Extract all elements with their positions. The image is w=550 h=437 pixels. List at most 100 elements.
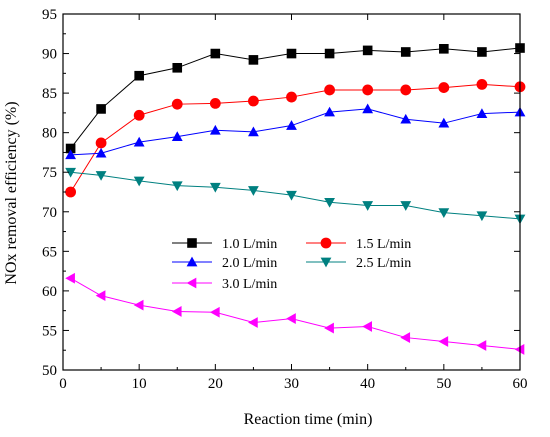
- data-point: [248, 126, 259, 137]
- data-point: [248, 186, 259, 196]
- y-tick-label: 50: [42, 363, 57, 379]
- data-point: [248, 317, 258, 328]
- data-point: [438, 208, 450, 218]
- data-point: [439, 44, 449, 54]
- legend-item: 2.0 L/min: [172, 256, 277, 271]
- legend-marker: [186, 277, 197, 289]
- data-point: [476, 211, 488, 222]
- data-point: [362, 84, 374, 96]
- data-point: [362, 45, 373, 56]
- y-axis-label: NOx removal efficiency (%): [3, 101, 20, 284]
- data-point: [171, 131, 183, 141]
- legend-label: 1.0 L/min: [222, 237, 277, 252]
- data-point: [133, 299, 144, 311]
- x-tick-label: 20: [208, 376, 223, 392]
- data-point: [286, 48, 297, 59]
- data-point: [362, 321, 372, 332]
- data-point: [134, 70, 144, 81]
- data-point: [95, 137, 107, 149]
- y-tick-label: 65: [42, 244, 57, 260]
- data-point: [324, 197, 335, 208]
- data-point: [209, 182, 221, 193]
- x-tick-label: 0: [59, 376, 67, 392]
- legend-item: 1.0 L/min: [172, 237, 277, 252]
- data-point: [324, 84, 335, 96]
- legend-item: 2.5 L/min: [306, 256, 411, 271]
- legend-marker: [187, 238, 197, 248]
- y-tick-label: 60: [42, 284, 57, 300]
- legend-label: 1.5 L/min: [356, 237, 411, 252]
- y-tick-label: 70: [42, 205, 57, 221]
- data-point: [362, 103, 374, 114]
- x-tick-label: 60: [513, 376, 528, 392]
- data-point: [400, 47, 411, 57]
- data-point: [476, 340, 487, 351]
- data-point: [95, 290, 106, 302]
- data-point: [248, 95, 259, 107]
- x-tick-label: 30: [284, 376, 299, 392]
- data-point: [65, 272, 75, 284]
- data-point: [400, 113, 412, 124]
- data-point: [400, 201, 412, 211]
- data-point: [95, 147, 107, 158]
- series-5: [65, 272, 525, 355]
- x-axis-label: Reaction time (min): [244, 411, 373, 428]
- data-point: [209, 306, 220, 318]
- data-point: [362, 201, 374, 211]
- data-point: [65, 149, 77, 160]
- data-point: [133, 136, 145, 147]
- data-point: [324, 322, 334, 334]
- series-2: [65, 79, 526, 198]
- legend-label: 2.0 L/min: [222, 256, 277, 271]
- series-3: [65, 103, 526, 160]
- data-point: [96, 104, 106, 114]
- legend-item: 1.5 L/min: [306, 237, 411, 252]
- data-point: [209, 97, 221, 109]
- data-point: [171, 98, 183, 110]
- y-tick-label: 75: [42, 165, 57, 181]
- data-point: [171, 181, 183, 192]
- x-tick-label: 50: [436, 376, 451, 392]
- series-4: [65, 167, 526, 225]
- data-point: [210, 48, 221, 59]
- legend-marker: [186, 256, 198, 267]
- data-point: [438, 82, 450, 93]
- y-tick-label: 85: [42, 86, 57, 102]
- data-point: [209, 124, 221, 135]
- data-point: [400, 332, 411, 343]
- y-tick-label: 80: [42, 126, 57, 142]
- data-point: [438, 336, 449, 347]
- legend: 1.0 L/min 1.5 L/min 2.0 L/min 2.5 L/min 3.0 …: [172, 237, 411, 292]
- x-tick-label: 40: [360, 376, 375, 392]
- y-tick-label: 95: [42, 7, 57, 23]
- data-point: [65, 186, 77, 198]
- data-point: [324, 106, 335, 117]
- axes: 0 10 20 30 40 50 60 50 55 60 65 70 75 80 85 90 95: [42, 7, 528, 392]
- legend-marker: [320, 257, 332, 268]
- data-point: [286, 313, 296, 324]
- data-point: [65, 167, 77, 178]
- y-tick-label: 55: [42, 323, 57, 339]
- legend-item: 3.0 L/min: [172, 277, 277, 292]
- data-point: [286, 120, 297, 130]
- data-point: [65, 143, 76, 154]
- data-point: [286, 91, 297, 103]
- data-point: [172, 62, 183, 73]
- data-point: [476, 108, 488, 118]
- data-point: [476, 79, 488, 90]
- data-point: [400, 84, 412, 96]
- x-tick-label: 10: [132, 376, 147, 392]
- data-point: [438, 117, 450, 128]
- plot-area: [65, 43, 526, 355]
- legend-label: 3.0 L/min: [222, 277, 277, 292]
- data-point: [171, 306, 182, 317]
- data-point: [324, 48, 335, 59]
- data-point: [248, 55, 259, 65]
- legend-marker: [320, 237, 332, 249]
- data-point: [95, 171, 107, 181]
- data-point: [286, 190, 297, 201]
- data-point: [133, 176, 145, 187]
- legend-label: 2.5 L/min: [356, 256, 411, 271]
- data-point: [133, 109, 145, 121]
